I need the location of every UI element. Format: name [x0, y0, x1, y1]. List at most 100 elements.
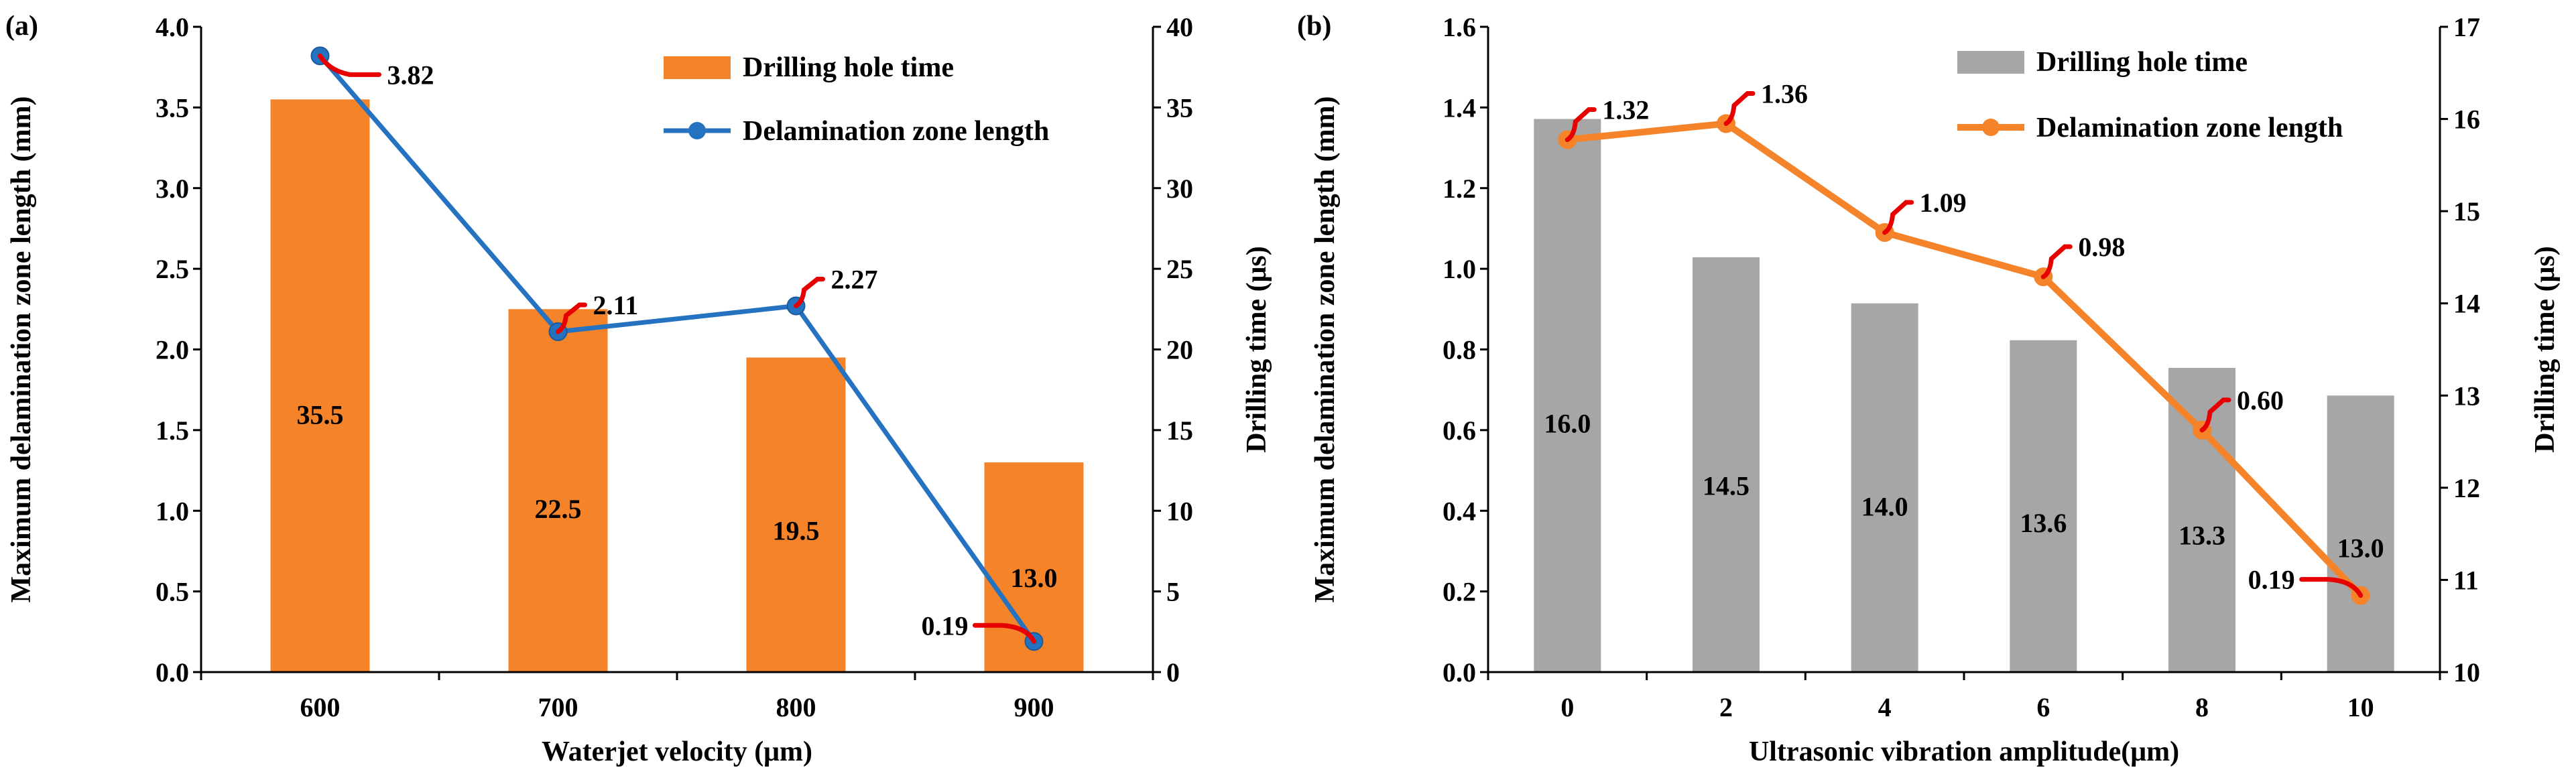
right-tick-label: 16: [2453, 105, 2480, 135]
bar-value-label: 19.5: [773, 516, 820, 546]
line-value-label: 2.11: [593, 290, 639, 320]
left-tick-label: 1.0: [1443, 254, 1476, 284]
right-tick-label: 0: [1166, 657, 1180, 688]
legend-bar-label: Drilling hole time: [743, 52, 954, 83]
right-tick-label: 17: [2453, 12, 2480, 42]
annotation-leader: [973, 623, 1036, 644]
x-tick-label: 2: [1719, 692, 1733, 722]
left-tick-label: 1.2: [1443, 174, 1476, 204]
x-tick-label: 10: [2347, 692, 2374, 722]
right-tick-label: 20: [1166, 335, 1193, 365]
bar: [1693, 257, 1760, 672]
bar-value-label: 13.6: [2020, 508, 2067, 538]
x-tick-label: 4: [1878, 692, 1892, 722]
bar: [746, 357, 846, 672]
bar-value-label: 14.5: [1703, 470, 1750, 501]
legend-line-label: Delamination zone length: [743, 116, 1049, 147]
legend-line-label: Delamination zone length: [2036, 113, 2343, 143]
right-tick-label: 25: [1166, 254, 1193, 284]
right-tick-label: 11: [2453, 565, 2479, 595]
legend-line-marker: [688, 122, 706, 139]
bar-value-label: 13.0: [1011, 563, 1058, 593]
x-axis-title: Waterjet velocity (μm): [542, 736, 812, 767]
legend-line-marker: [1982, 119, 2000, 136]
legend-bar-swatch: [664, 56, 731, 79]
bar: [1534, 119, 1601, 673]
right-axis-title: Drilling time (μs): [1241, 246, 1272, 452]
panel-label: (a): [5, 11, 38, 42]
bar: [2010, 340, 2077, 672]
left-tick-label: 0.6: [1443, 415, 1476, 446]
bar: [508, 309, 608, 672]
right-axis-title: Drilling time (μs): [2530, 246, 2561, 452]
right-tick-label: 15: [2453, 196, 2480, 226]
left-tick-label: 2.5: [156, 254, 189, 284]
annotation-leader: [2199, 397, 2231, 433]
left-tick-label: 0.8: [1443, 335, 1476, 365]
left-tick-label: 0.0: [156, 657, 189, 688]
right-tick-label: 40: [1166, 12, 1193, 42]
x-tick-label: 0: [1560, 692, 1574, 722]
left-tick-label: 2.0: [156, 335, 189, 365]
chart-panel-b: (b)16.014.514.013.6 13.3 13.00.00.20.40.60…: [1297, 11, 2561, 767]
right-tick-label: 5: [1166, 577, 1180, 607]
line-value-label: 2.27: [831, 264, 878, 294]
x-tick-label: 6: [2036, 692, 2050, 722]
bar-value-label: 13.0: [2337, 533, 2384, 563]
left-tick-label: 0.5: [156, 577, 189, 607]
x-tick-label: 800: [776, 692, 816, 722]
annotation-leader: [794, 276, 825, 308]
annotation-leader: [2299, 577, 2364, 598]
bar-value-label: 35.5: [297, 399, 344, 430]
right-tick-label: 13: [2453, 381, 2480, 411]
annotation-leader: [2040, 244, 2073, 279]
left-tick-label: 1.4: [1443, 92, 1476, 123]
annotation-leader: [1882, 200, 1914, 235]
right-tick-label: 15: [1166, 415, 1193, 446]
left-tick-label: 0.2: [1443, 577, 1476, 607]
annotation-leader: [1565, 107, 1597, 143]
bar: [2327, 395, 2394, 672]
line-series: [318, 54, 1036, 643]
bar: [2168, 368, 2235, 672]
left-tick-label: 3.5: [156, 92, 189, 123]
bar: [270, 99, 370, 672]
right-tick-label: 30: [1166, 174, 1193, 204]
right-tick-label: 14: [2453, 289, 2480, 319]
left-tick-label: 3.0: [156, 174, 189, 204]
line-value-label: 0.60: [2237, 385, 2284, 415]
x-axis-title: Ultrasonic vibration amplitude(μm): [1749, 736, 2179, 767]
panel-label: (b): [1297, 11, 1331, 42]
x-tick-label: 700: [538, 692, 578, 722]
left-tick-label: 1.5: [156, 415, 189, 446]
left-tick-label: 0.4: [1443, 496, 1476, 526]
left-axis-title: Maximum delamination zone length (mm): [1310, 96, 1341, 603]
x-tick-label: 900: [1014, 692, 1054, 722]
annotation-leader: [1723, 90, 1756, 126]
line-value-label: 1.09: [1920, 188, 1967, 218]
line-value-label: 0.98: [2078, 232, 2125, 262]
bar-value-label: 14.0: [1861, 491, 1908, 521]
right-tick-label: 10: [1166, 496, 1193, 526]
x-tick-label: 600: [300, 692, 341, 722]
annotation-leader: [556, 302, 587, 334]
annotation-leader: [318, 53, 381, 77]
bar-value-label: 16.0: [1544, 409, 1591, 439]
right-tick-label: 10: [2453, 657, 2480, 688]
legend-bar-swatch: [1957, 51, 2024, 74]
left-tick-label: 4.0: [156, 12, 189, 42]
right-tick-label: 35: [1166, 92, 1193, 123]
left-axis-title: Maximum delamination zone length (mm): [6, 96, 37, 603]
legend-bar-label: Drilling hole time: [2036, 47, 2248, 78]
right-tick-label: 12: [2453, 473, 2480, 503]
line-value-label: 1.32: [1602, 95, 1649, 125]
left-tick-label: 1.6: [1443, 12, 1476, 42]
line-value-label: 3.82: [387, 60, 434, 90]
chart-panel-a: (a) 35.5 22.5 19.5 13.0 0.0 0.5 1.0 1.5 2.0 2.5 3.0…: [5, 11, 1272, 767]
bar: [1851, 303, 1918, 672]
x-tick-label: 8: [2195, 692, 2209, 722]
bar-value-label: 22.5: [535, 494, 582, 524]
line-value-label: 0.19: [2248, 565, 2295, 595]
bar-value-label: 13.3: [2179, 521, 2225, 551]
